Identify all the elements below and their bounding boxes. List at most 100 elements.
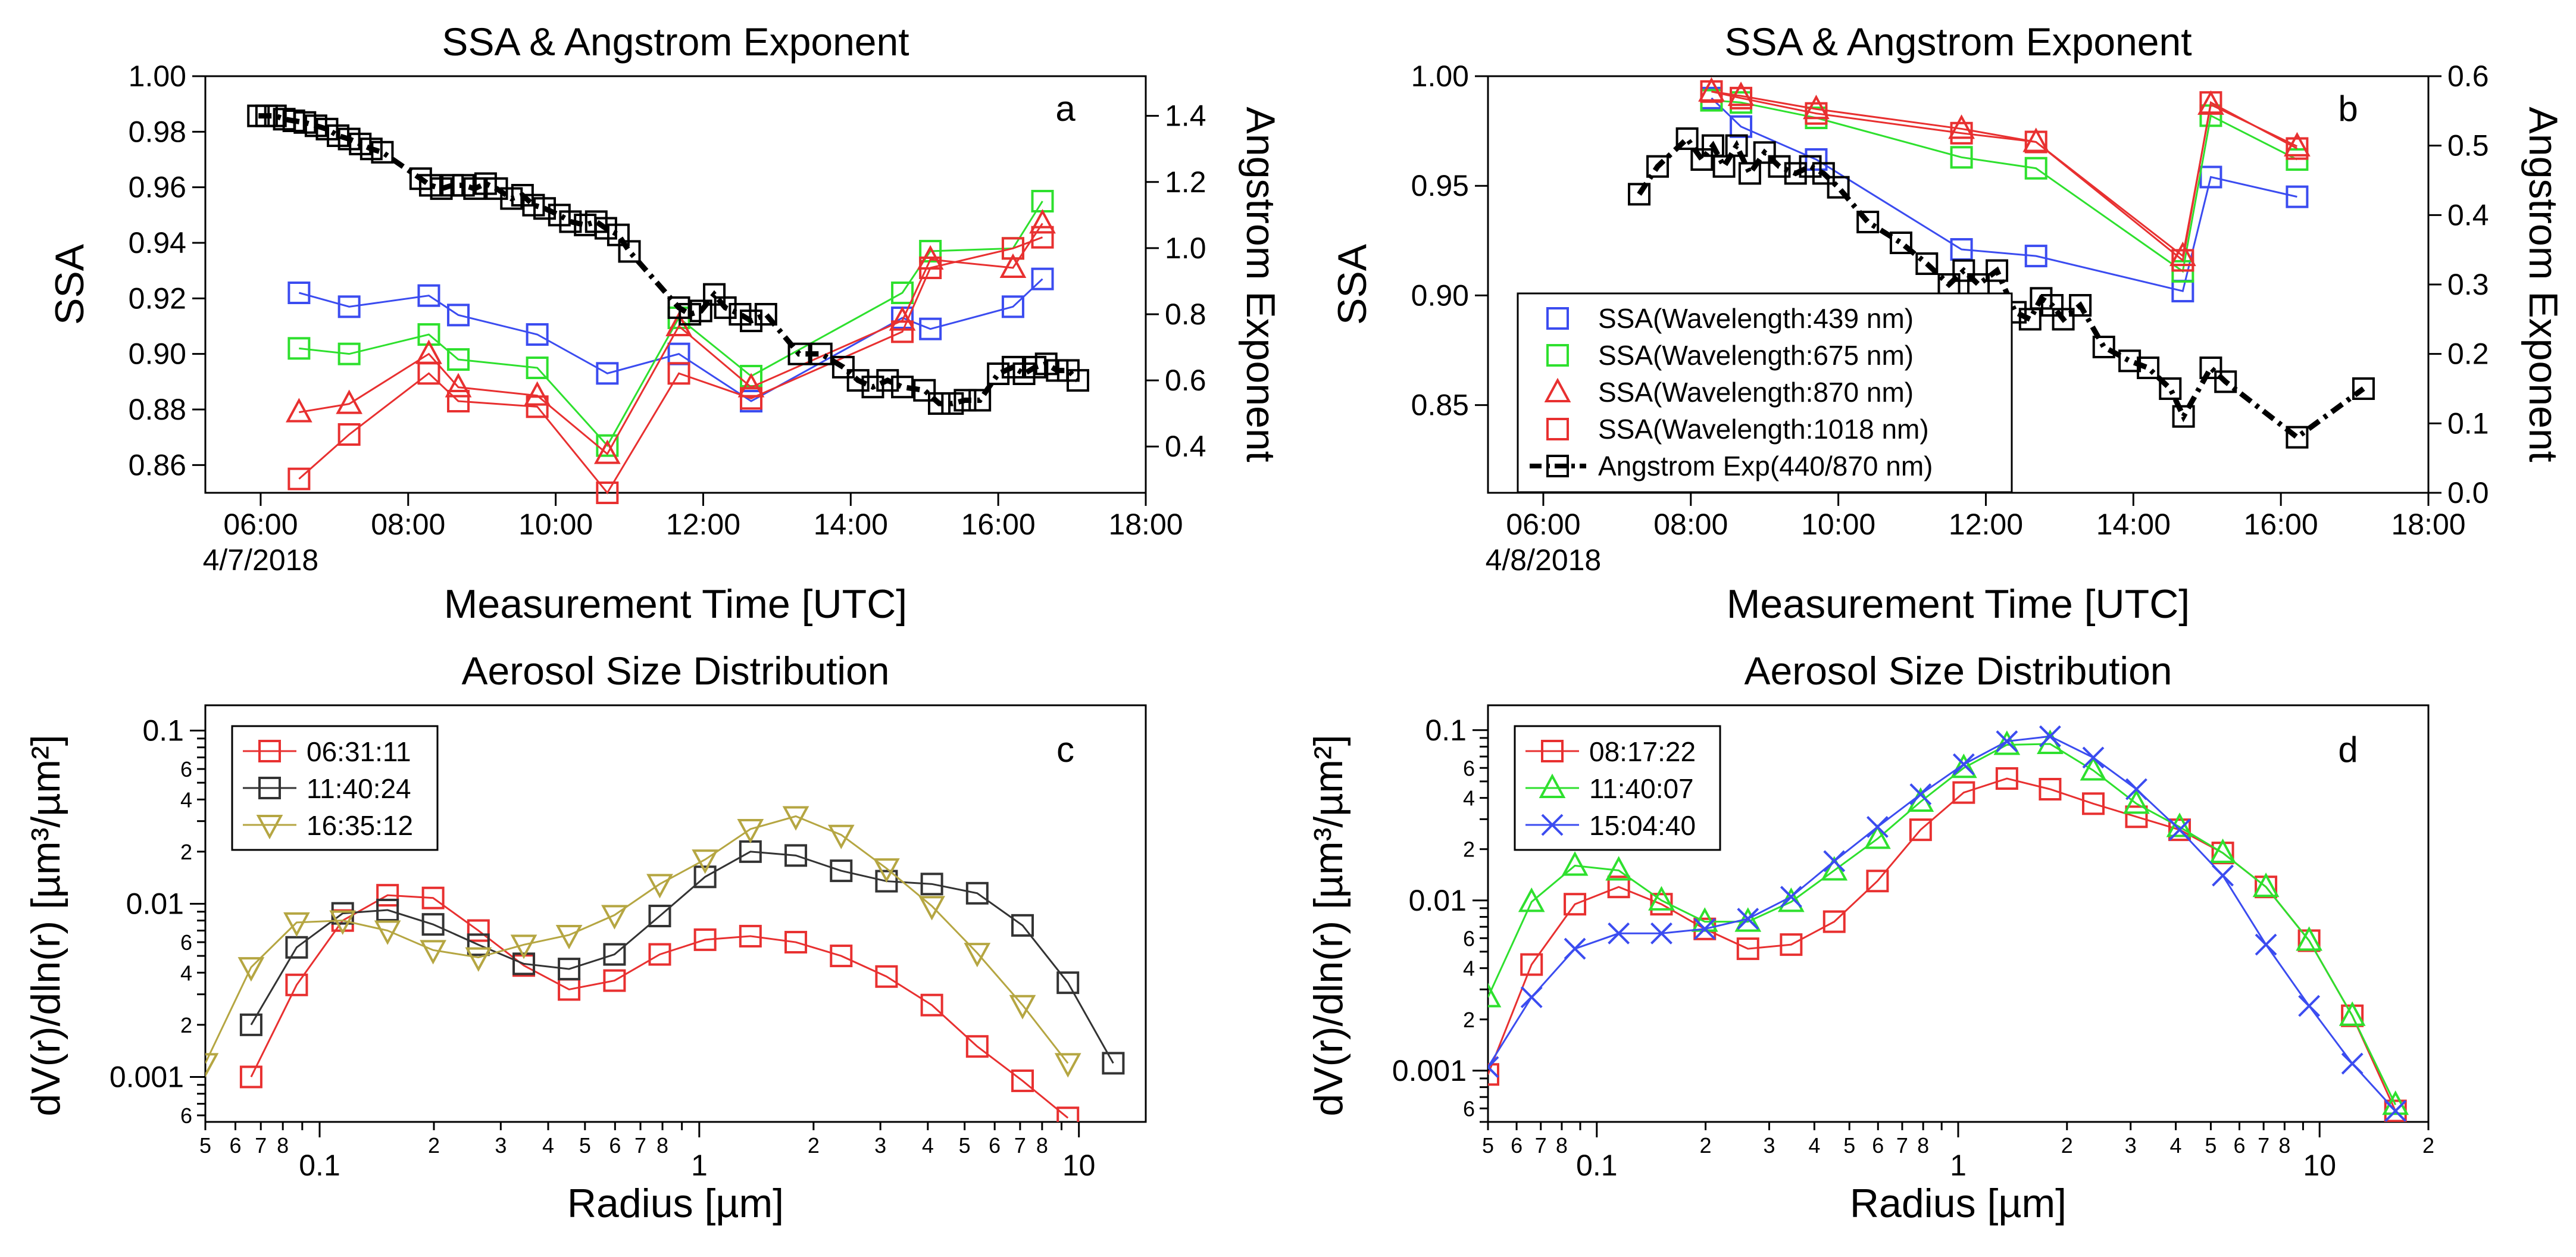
data-point xyxy=(601,905,628,930)
x-minor-label: 5 xyxy=(2205,1133,2217,1158)
data-point xyxy=(913,379,936,402)
panel-letter: b xyxy=(2338,89,2358,129)
data-point xyxy=(692,849,719,874)
data-point xyxy=(1986,259,2009,282)
data-point xyxy=(1784,162,1807,185)
legend-label: 11:40:24 xyxy=(307,773,411,804)
x-minor-label: 2 xyxy=(2061,1133,2073,1158)
data-point xyxy=(1823,850,1846,873)
x-minor-label: 6 xyxy=(989,1133,1001,1158)
data-point xyxy=(465,947,492,972)
y-tick-label: 1.00 xyxy=(129,60,186,93)
data-point xyxy=(337,423,361,446)
y-axis-label: SSA xyxy=(1330,243,1375,325)
data-point xyxy=(1605,856,1633,881)
data-point xyxy=(329,910,357,935)
y-tick-label: 0.90 xyxy=(1411,279,1469,312)
data-point xyxy=(1753,141,1776,164)
series-3 xyxy=(287,226,1054,504)
data-point xyxy=(2199,357,2222,379)
data-point xyxy=(2199,165,2222,189)
y-tick-label: 0.1 xyxy=(142,714,184,748)
series-0 xyxy=(239,884,1080,1122)
x-tick-label: 18:00 xyxy=(2391,508,2465,541)
data-point xyxy=(2252,873,2280,898)
x-minor-label: 3 xyxy=(2125,1133,2137,1158)
data-point xyxy=(873,858,900,883)
data-point xyxy=(2024,157,2047,180)
series-2 xyxy=(1698,77,2311,267)
data-point xyxy=(285,973,308,996)
series-line xyxy=(1637,135,2365,441)
y-tick-label: 0.94 xyxy=(129,226,186,259)
data-point xyxy=(264,104,287,127)
data-point xyxy=(1950,146,1973,169)
panel-letter: d xyxy=(2338,730,2358,770)
y2-tick-label: 1.2 xyxy=(1165,165,1206,199)
panel-letter: a xyxy=(1055,89,1076,129)
panel-letter: c xyxy=(1056,730,1074,770)
y2-axis-label: Angstrom Exponent xyxy=(2521,107,2566,462)
chart-title: SSA & Angstrom Exponent xyxy=(442,20,909,64)
data-point xyxy=(420,940,446,965)
x-tick-label: 06:00 xyxy=(1506,508,1580,541)
data-point xyxy=(447,348,470,371)
data-point xyxy=(2296,926,2322,951)
data-point xyxy=(283,912,310,937)
x-axis-label: Measurement Time [UTC] xyxy=(444,581,907,627)
data-point xyxy=(965,1035,989,1058)
data-point xyxy=(965,881,989,905)
data-point xyxy=(1011,1069,1034,1092)
data-point xyxy=(1768,155,1791,178)
data-point xyxy=(2169,241,2196,267)
legend-box xyxy=(1517,292,2013,493)
data-point xyxy=(594,217,617,240)
data-point xyxy=(287,282,311,304)
series-line xyxy=(298,236,1043,495)
data-point xyxy=(964,943,991,968)
x-axis-label: Measurement Time [UTC] xyxy=(1727,581,2190,627)
series-0 xyxy=(1700,86,2309,303)
data-point xyxy=(827,824,855,849)
data-point xyxy=(830,859,853,883)
x-minor-label: 8 xyxy=(277,1133,289,1158)
data-point xyxy=(891,282,914,304)
data-point xyxy=(2341,1052,2364,1075)
data-point xyxy=(1725,134,1748,157)
data-point xyxy=(1738,162,1761,185)
y-tick-label: 0.98 xyxy=(129,115,186,148)
data-point xyxy=(2168,818,2192,842)
y-tick-label: 0.90 xyxy=(129,337,186,371)
data-point xyxy=(603,943,626,966)
series-line xyxy=(1488,743,2397,1105)
data-point xyxy=(2039,777,2062,801)
data-point xyxy=(787,342,811,365)
x-minor-label: 4 xyxy=(1808,1133,1820,1158)
y2-tick-label: 0.0 xyxy=(2447,476,2489,509)
data-point xyxy=(1952,753,1975,776)
x-tick-label: 14:00 xyxy=(814,508,888,541)
data-point xyxy=(417,323,440,346)
x-minor-label: 8 xyxy=(1917,1133,1929,1158)
y-minor-label: 2 xyxy=(1463,1008,1475,1032)
y2-tick-label: 0.2 xyxy=(2447,337,2489,371)
chart-title: Aerosol Size Distribution xyxy=(462,649,890,693)
legend-label: Angstrom Exp(440/870 nm) xyxy=(1598,451,1933,481)
series-line xyxy=(298,278,1043,402)
data-point xyxy=(376,899,399,922)
data-point xyxy=(2123,789,2150,814)
data-point xyxy=(2286,426,2309,449)
data-point xyxy=(2092,336,2115,358)
data-point xyxy=(1607,875,1630,899)
data-point xyxy=(1737,908,1759,930)
y2-axis-label: Angstrom Exponent xyxy=(1238,107,1283,462)
data-point xyxy=(287,337,311,360)
data-point xyxy=(2172,405,2195,428)
x-minor-label: 5 xyxy=(1482,1133,1494,1158)
y-minor-label: 2 xyxy=(180,840,192,864)
data-point xyxy=(784,931,808,954)
data-point xyxy=(1950,121,1973,145)
y-tick-label: 0.86 xyxy=(129,448,186,481)
